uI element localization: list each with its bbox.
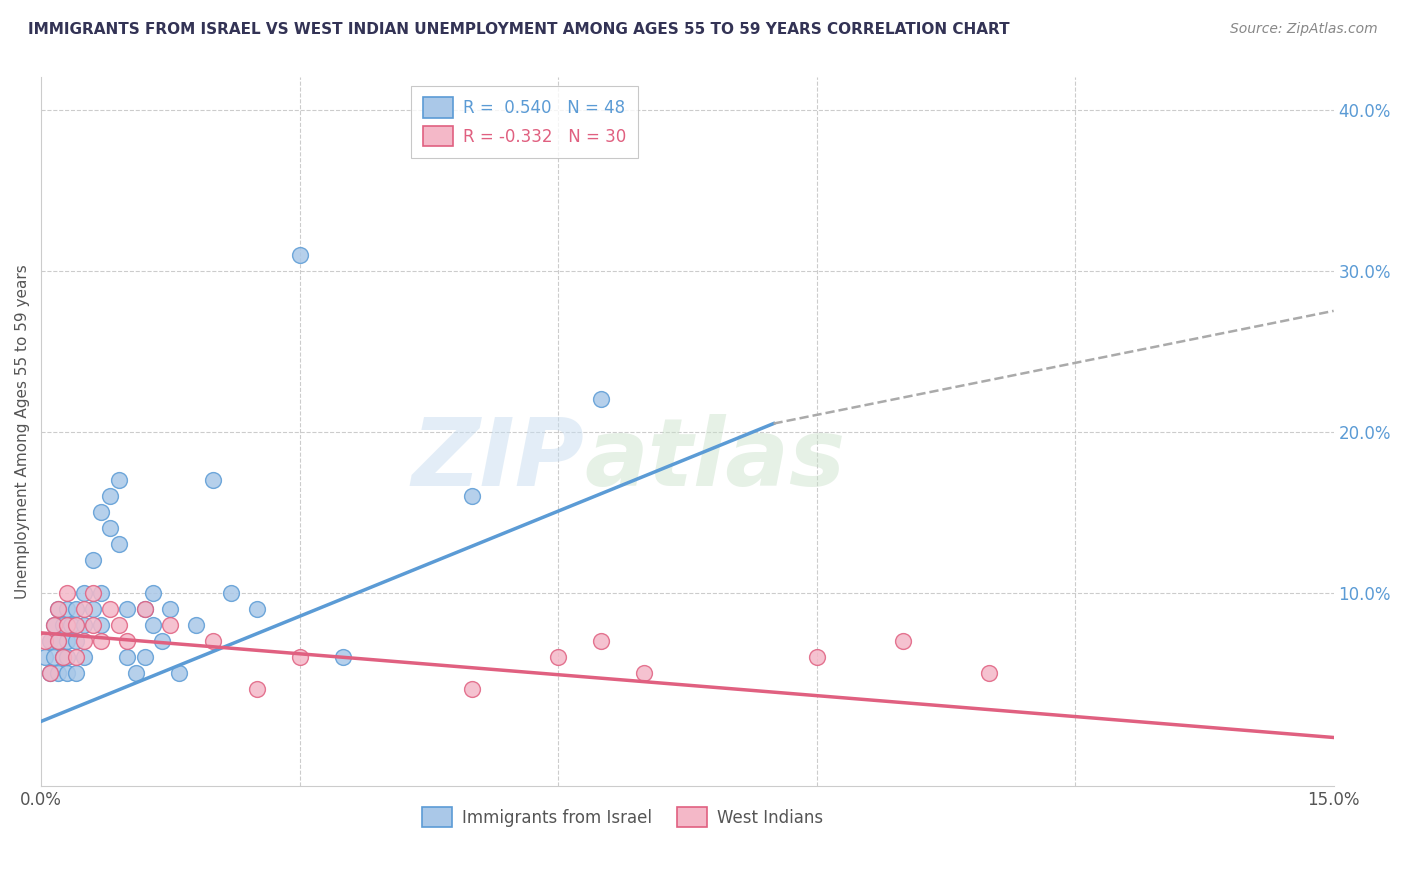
Point [34,633,56,648]
Point [42,617,65,632]
Point [591,392,613,407]
Point [65,633,87,648]
Point [46,601,69,615]
Point [82,601,104,615]
Point [117,650,139,665]
Point [60,617,83,632]
Point [56,633,79,648]
Point [186,617,208,632]
Point [38,666,60,681]
Point [46,633,69,648]
Point [98,601,121,615]
Point [202,473,225,487]
Point [56,601,79,615]
Point [891,633,914,648]
Point [42,650,65,665]
Point [38,633,60,648]
Point [288,650,311,665]
Point [288,247,311,261]
Point [82,585,104,599]
Point [117,601,139,615]
Point [90,585,112,599]
Point [73,650,96,665]
Point [107,473,129,487]
Point [73,617,96,632]
Point [142,617,165,632]
Point [52,617,75,632]
Point [332,650,354,665]
Point [90,617,112,632]
Point [90,505,112,519]
Point [82,553,104,567]
Point [56,650,79,665]
Point [461,489,484,503]
Point [150,633,173,648]
Point [56,617,79,632]
Point [117,633,139,648]
Point [52,650,75,665]
Point [107,537,129,551]
Point [52,650,75,665]
Point [46,666,69,681]
Point [134,650,156,665]
Point [142,585,165,599]
Point [42,617,65,632]
Point [134,601,156,615]
Text: IMMIGRANTS FROM ISRAEL VS WEST INDIAN UNEMPLOYMENT AMONG AGES 55 TO 59 YEARS COR: IMMIGRANTS FROM ISRAEL VS WEST INDIAN UN… [28,22,1010,37]
Point [46,633,69,648]
Point [202,633,225,648]
Text: Source: ZipAtlas.com: Source: ZipAtlas.com [1230,22,1378,37]
Point [134,601,156,615]
Text: ZIP: ZIP [411,414,583,506]
Point [633,666,655,681]
Point [38,666,60,681]
Point [82,617,104,632]
Point [125,666,148,681]
Point [65,617,87,632]
Y-axis label: Unemployment Among Ages 55 to 59 years: Unemployment Among Ages 55 to 59 years [15,264,30,599]
Point [591,633,613,648]
Legend: Immigrants from Israel, West Indians: Immigrants from Israel, West Indians [416,800,830,834]
Text: atlas: atlas [583,414,845,506]
Point [167,666,190,681]
Point [245,682,267,697]
Point [159,617,181,632]
Point [65,666,87,681]
Point [98,489,121,503]
Point [806,650,828,665]
Point [461,682,484,697]
Point [547,650,569,665]
Point [73,633,96,648]
Point [73,601,96,615]
Point [977,666,1000,681]
Point [46,601,69,615]
Point [219,585,242,599]
Point [34,650,56,665]
Point [65,650,87,665]
Point [90,633,112,648]
Point [65,601,87,615]
Point [98,521,121,535]
Point [159,601,181,615]
Point [107,617,129,632]
Point [56,666,79,681]
Point [73,585,96,599]
Point [245,601,267,615]
Point [56,585,79,599]
